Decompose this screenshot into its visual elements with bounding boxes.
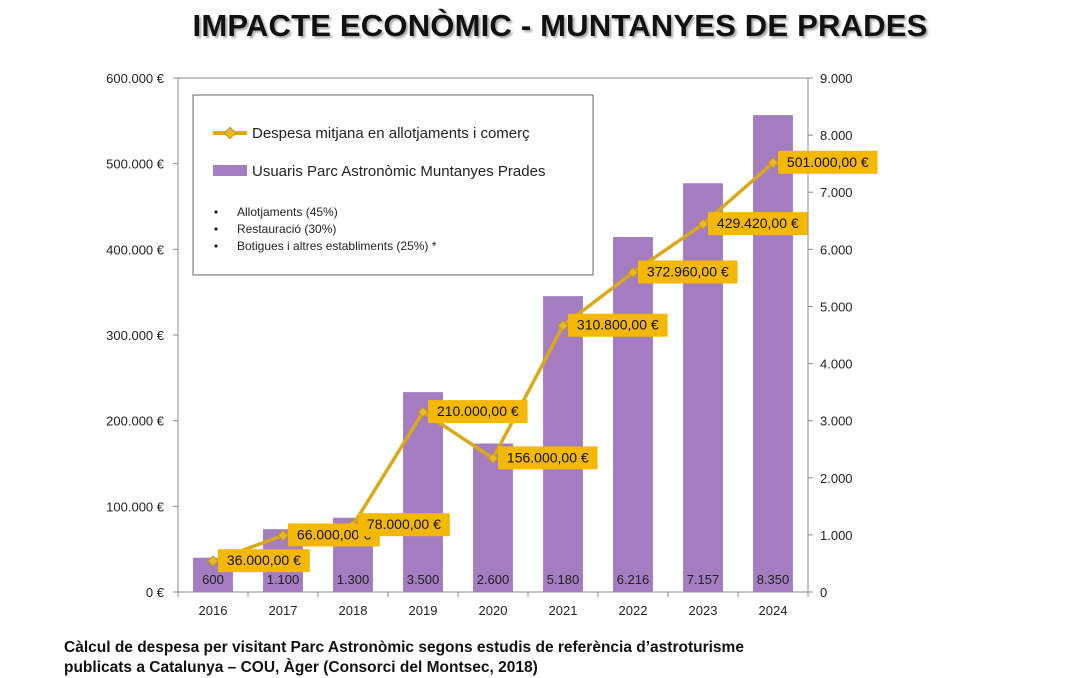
- line-marker: [697, 218, 709, 230]
- line-value-label-box: [218, 549, 310, 573]
- bar-value-label: 8.350: [757, 572, 790, 587]
- line-value-label: 372.960,00 €: [647, 263, 729, 279]
- left-axis-tick-label: 200.000 €: [106, 414, 165, 429]
- left-axis-tick-label: 0 €: [146, 585, 165, 600]
- bar-value-label: 600: [202, 572, 224, 587]
- left-axis-tick-label: 600.000 €: [106, 71, 165, 86]
- page-title: IMPACTE ECONÒMIC - MUNTANYES DE PRADES: [192, 8, 928, 43]
- right-axis-tick-label: 2.000: [820, 471, 853, 486]
- legend-bar-label: Usuaris Parc Astronòmic Muntanyes Prades: [252, 163, 545, 180]
- line-marker: [767, 157, 779, 169]
- bar-value-label: 3.500: [407, 572, 440, 587]
- x-axis-tick-label: 2018: [339, 603, 368, 618]
- bullet-icon: [214, 227, 218, 231]
- bar: [543, 296, 583, 592]
- right-axis-tick-label: 0: [820, 585, 827, 600]
- line-value-label-box: [568, 313, 668, 337]
- line-marker: [417, 406, 429, 418]
- line-marker: [207, 555, 219, 567]
- x-axis-tick-label: 2022: [619, 603, 648, 618]
- line-marker: [557, 320, 569, 332]
- legend-bullet-list: Allotjaments (45%) Restauració (30%) Botig…: [214, 205, 437, 253]
- bar-value-label: 5.180: [547, 572, 580, 587]
- left-axis-tick-label: 300.000 €: [106, 328, 165, 343]
- bullet-icon: [214, 244, 218, 248]
- x-axis-tick-label: 2024: [759, 603, 788, 618]
- x-axis-tick-label: 2020: [479, 603, 508, 618]
- right-axis-tick-label: 5.000: [820, 299, 853, 314]
- left-axis: 0 € 100.000 € 200.000 € 300.000 € 400.000 € 5…: [106, 71, 179, 600]
- chart: 0 € 100.000 € 200.000 € 300.000 € 400.000 € 5…: [106, 71, 878, 618]
- left-axis-tick-label: 400.000 €: [106, 242, 165, 257]
- line-value-label-box: [288, 523, 380, 547]
- left-axis-tick-label: 100.000 €: [106, 499, 165, 514]
- right-axis-tick-label: 8.000: [820, 128, 853, 143]
- line-value-label-box: [358, 513, 450, 537]
- bar-value-label: 1.300: [337, 572, 370, 587]
- x-axis: 2016 2017 2018 2019 2020 2021 2022 2023 2024: [177, 591, 809, 618]
- legend-bar-swatch: [213, 165, 247, 176]
- line-value-label-box: [778, 150, 878, 174]
- x-axis-tick-label: 2016: [199, 603, 228, 618]
- legend-line-marker-icon: [223, 126, 237, 140]
- bar-value-label: 2.600: [477, 572, 510, 587]
- footnote-line-1: Càlcul de despesa per visitant Parc Astr…: [64, 639, 744, 656]
- right-axis-tick-label: 7.000: [820, 185, 853, 200]
- line-value-label-box: [428, 400, 528, 424]
- legend-bullet-text: Restauració (30%): [237, 222, 336, 236]
- line-value-label-box: [638, 260, 738, 284]
- line-marker: [277, 529, 289, 542]
- right-axis-tick-label: 9.000: [820, 71, 853, 86]
- line-value-label: 78.000,00 €: [367, 516, 441, 532]
- legend-bullet-text: Botigues i altres establiments (25%) *: [237, 239, 437, 253]
- bar-value-label: 1.100: [267, 572, 300, 587]
- line-value-label: 210.000,00 €: [437, 403, 519, 419]
- bar-value-label: 7.157: [687, 572, 720, 587]
- line-value-label: 66.000,00 €: [297, 526, 371, 542]
- line-value-label: 156.000,00 €: [507, 449, 589, 465]
- bar: [403, 392, 443, 592]
- line-value-label: 310.800,00 €: [577, 317, 659, 333]
- footnote-line-2: publicats a Catalunya – COU, Àger (Conso…: [64, 659, 538, 676]
- x-axis-tick-label: 2017: [269, 603, 298, 618]
- bar-value-label: 6.216: [617, 572, 650, 587]
- bar: [753, 115, 793, 592]
- legend: Despesa mitjana en allotjaments i comerç…: [192, 94, 594, 276]
- bar: [683, 183, 723, 592]
- right-axis-tick-label: 6.000: [820, 242, 853, 257]
- line-marker: [627, 266, 639, 279]
- x-axis-tick-label: 2021: [549, 603, 578, 618]
- legend-box: [192, 94, 594, 276]
- right-axis-tick-label: 1.000: [820, 528, 853, 543]
- line-marker: [487, 452, 499, 465]
- legend-line-label: Despesa mitjana en allotjaments i comerç: [252, 125, 530, 142]
- line-value-label: 429.420,00 €: [717, 215, 799, 231]
- right-axis-tick-label: 3.000: [820, 414, 853, 429]
- left-axis-tick-label: 500.000 €: [106, 157, 165, 172]
- bullet-icon: [214, 210, 218, 214]
- right-axis-tick-label: 4.000: [820, 357, 853, 372]
- line-value-label: 36.000,00 €: [227, 552, 301, 568]
- line-value-labels: 36.000,00 € 66.000,00 €78.000,00 € 210.000…: [218, 150, 878, 573]
- x-axis-tick-label: 2023: [689, 603, 718, 618]
- footnote: Càlcul de despesa per visitant Parc Astr…: [64, 638, 1064, 678]
- bar-value-labels: 600 1.100 1.300 3.500 2.600 5.180 6.216 7.157 8.…: [202, 572, 789, 587]
- x-axis-tick-label: 2019: [409, 603, 438, 618]
- line-value-label: 501.000,00 €: [787, 154, 869, 170]
- line-value-label-box: [498, 446, 598, 470]
- line-value-label-box: [708, 212, 808, 236]
- legend-bullet-text: Allotjaments (45%): [237, 205, 338, 219]
- bar: [613, 236, 653, 593]
- right-axis: 0 1.000 2.000 3.000 4.000 5.000 6.000 7.000 8.00…: [807, 71, 853, 600]
